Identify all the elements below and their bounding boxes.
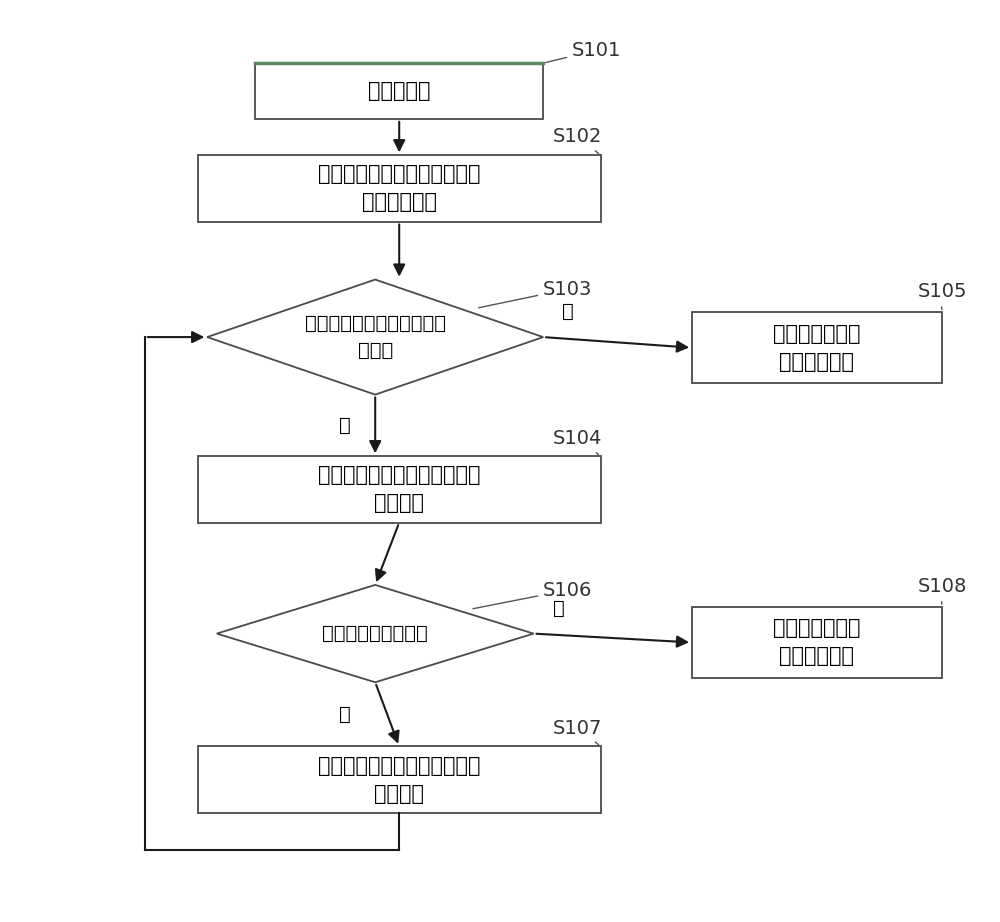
Polygon shape <box>217 585 534 682</box>
Bar <box>198 155 601 221</box>
Text: 在预设时间内是否检测到按
键信号: 在预设时间内是否检测到按 键信号 <box>305 314 446 360</box>
Text: 将与主机端的连接切换为高速
连接模式: 将与主机端的连接切换为高速 连接模式 <box>318 756 480 804</box>
Bar <box>198 456 601 523</box>
Text: S104: S104 <box>553 429 602 455</box>
Text: 否: 否 <box>339 416 351 435</box>
Text: S101: S101 <box>546 41 621 63</box>
Polygon shape <box>207 279 543 395</box>
Text: S103: S103 <box>479 279 593 308</box>
Text: 将与主机端的连接切换为低速
连接模式: 将与主机端的连接切换为低速 连接模式 <box>318 466 480 514</box>
Text: S108: S108 <box>918 577 967 604</box>
Bar <box>692 607 942 678</box>
Text: 否: 否 <box>553 598 565 618</box>
Bar <box>198 747 601 813</box>
Text: S107: S107 <box>553 718 602 745</box>
Text: 是: 是 <box>562 302 574 321</box>
Bar <box>255 63 543 119</box>
Text: 将与所述主机端的连接设置为
高速连接模式: 将与所述主机端的连接设置为 高速连接模式 <box>318 164 480 212</box>
Text: 保持连接模式为
低速连接模式: 保持连接模式为 低速连接模式 <box>773 619 861 667</box>
Text: S106: S106 <box>473 581 593 609</box>
Text: 是否检测到按键信号: 是否检测到按键信号 <box>322 624 428 644</box>
Text: 保持连接模式为
高速连接模式: 保持连接模式为 高速连接模式 <box>773 324 861 372</box>
Text: 上电初始化: 上电初始化 <box>368 81 430 101</box>
Text: 是: 是 <box>339 704 351 724</box>
Bar <box>692 313 942 384</box>
Text: S105: S105 <box>918 282 967 310</box>
Text: S102: S102 <box>553 127 602 153</box>
